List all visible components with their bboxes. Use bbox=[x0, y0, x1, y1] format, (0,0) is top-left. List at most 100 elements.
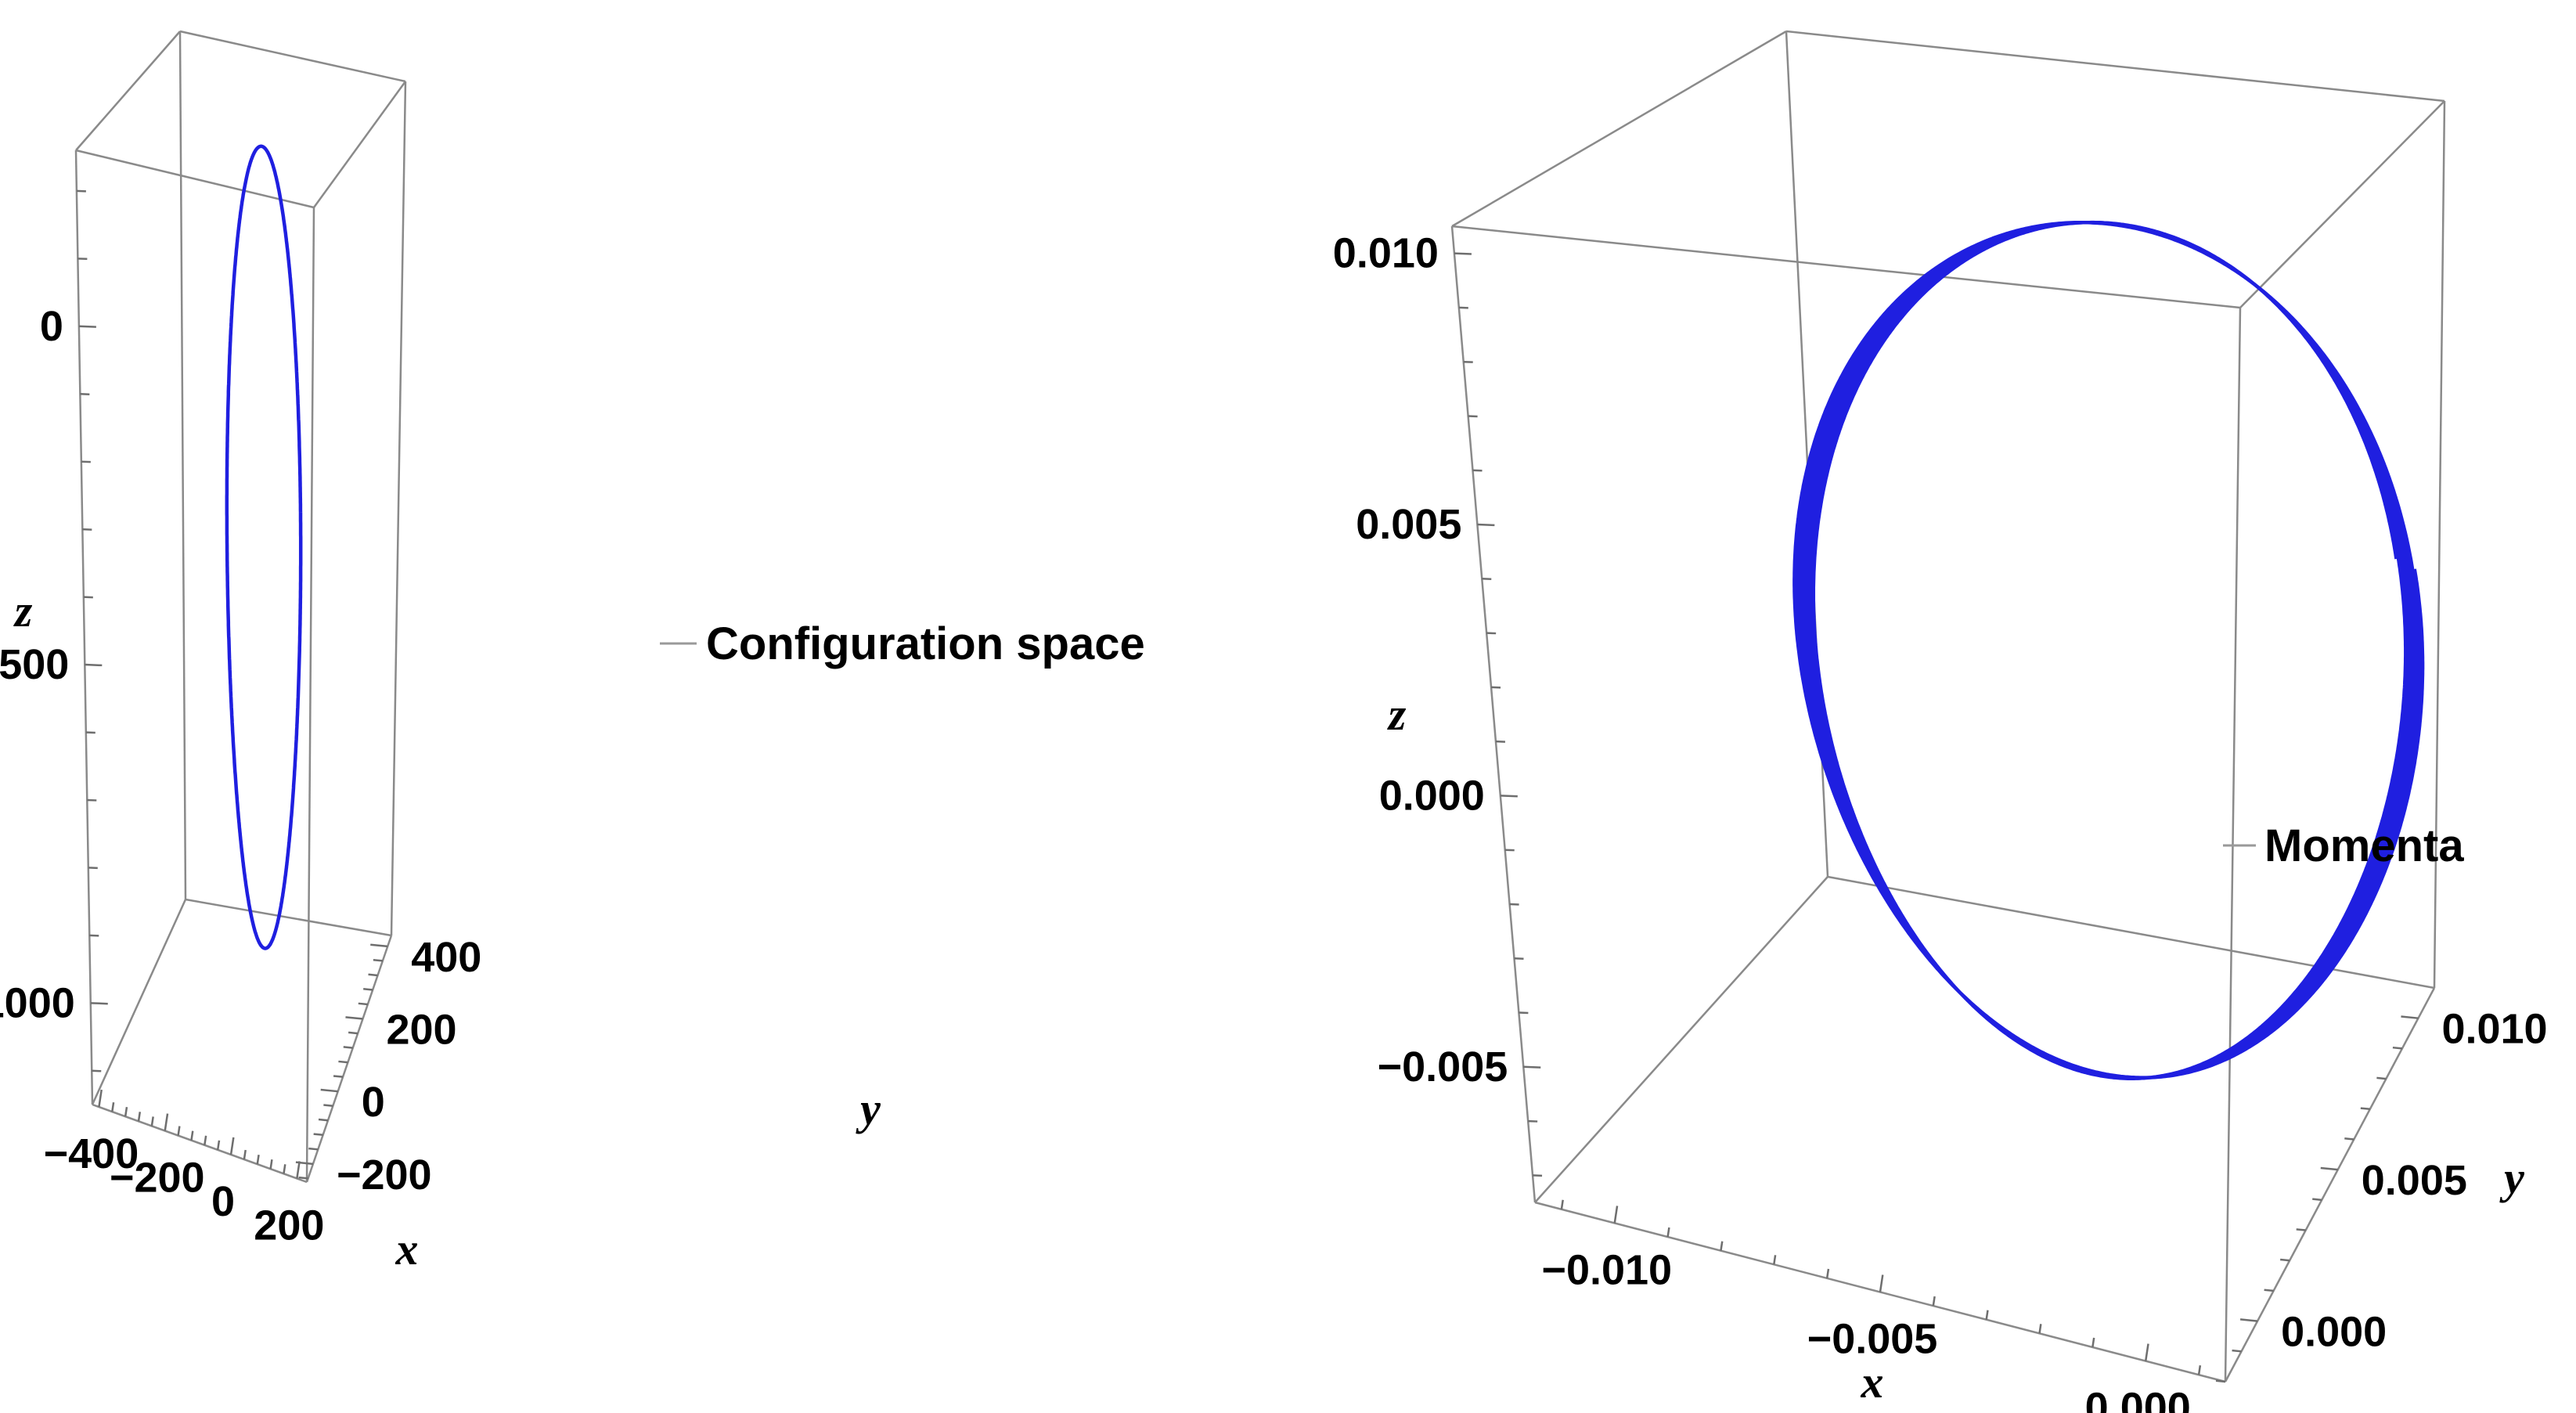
x-axis-label: x bbox=[395, 1224, 419, 1274]
x-tick-label: 200 bbox=[254, 1202, 324, 1249]
y-tick-label: 0.005 bbox=[2362, 1157, 2467, 1204]
y-minor-tick bbox=[2215, 1379, 2226, 1383]
x-major-tick bbox=[1613, 1206, 1619, 1224]
y-major-tick bbox=[2239, 1318, 2258, 1322]
y-minor-tick bbox=[318, 1118, 329, 1122]
y-major-tick bbox=[2320, 1166, 2338, 1171]
y-minor-tick bbox=[323, 1104, 333, 1107]
box-edge bbox=[390, 81, 407, 936]
x-major-tick bbox=[98, 1089, 103, 1108]
x-minor-tick bbox=[243, 1149, 247, 1160]
x-minor-tick bbox=[1720, 1241, 1724, 1251]
x-tick-label: 0.000 bbox=[2085, 1385, 2191, 1413]
z-tick-label: 0.010 bbox=[1333, 230, 1439, 277]
y-minor-tick bbox=[298, 1176, 308, 1180]
y-axis-label: y bbox=[856, 1083, 881, 1134]
box-edge bbox=[179, 30, 406, 83]
box-edge bbox=[1534, 876, 1828, 1203]
x-major-tick bbox=[164, 1113, 169, 1131]
x-tick-label: 0 bbox=[211, 1178, 235, 1225]
box-edge bbox=[2224, 987, 2436, 1382]
x-minor-tick bbox=[1825, 1268, 1830, 1279]
x-tick-label: −200 bbox=[110, 1155, 205, 1202]
y-minor-tick bbox=[2296, 1228, 2306, 1231]
y-major-tick bbox=[345, 1016, 363, 1020]
x-major-tick bbox=[1879, 1274, 1884, 1292]
plot-momenta: −0.005 0.000 0.005 0.010 −0.010 −0.005 0.000 0.… bbox=[1333, 30, 2548, 1413]
z-tick-label: 0.005 bbox=[1356, 501, 1461, 548]
box-edge bbox=[1785, 30, 2445, 103]
z-axis-label: z bbox=[13, 586, 33, 636]
box-edge bbox=[1451, 30, 1787, 228]
x-tick-label: −0.010 bbox=[1541, 1246, 1672, 1293]
x-minor-tick bbox=[269, 1159, 273, 1170]
y-minor-tick bbox=[2360, 1107, 2370, 1111]
x-minor-tick bbox=[256, 1154, 260, 1165]
x-major-tick bbox=[229, 1137, 235, 1155]
box-edge bbox=[2239, 100, 2445, 308]
z-tick-label: −1000 bbox=[0, 979, 75, 1026]
y-minor-tick bbox=[2392, 1046, 2403, 1050]
y-minor-tick bbox=[308, 1147, 319, 1151]
box-edge bbox=[178, 31, 187, 900]
box-edge bbox=[1450, 225, 1537, 1203]
y-tick-label: 0.000 bbox=[2281, 1309, 2387, 1356]
x-minor-tick bbox=[1560, 1199, 1564, 1209]
y-major-tick bbox=[295, 1161, 314, 1166]
x-minor-tick bbox=[216, 1140, 221, 1151]
series-curve bbox=[1792, 220, 2425, 1080]
z-axis-label: z bbox=[1387, 689, 1407, 740]
y-tick-label: −200 bbox=[337, 1152, 432, 1199]
series-callout-label: Configuration space bbox=[706, 618, 1145, 669]
x-minor-tick bbox=[111, 1101, 115, 1112]
y-major-tick bbox=[370, 943, 388, 948]
x-tick-label: −0.005 bbox=[1807, 1316, 1938, 1363]
y-tick-label: 400 bbox=[411, 934, 481, 981]
x-tick-label: −400 bbox=[44, 1130, 139, 1177]
x-minor-tick bbox=[137, 1112, 142, 1122]
z-major-tick bbox=[1500, 795, 1518, 798]
box-edge bbox=[92, 1103, 308, 1184]
y-minor-tick bbox=[2312, 1198, 2322, 1202]
y-minor-tick bbox=[2264, 1289, 2274, 1292]
y-tick-label: 0 bbox=[362, 1079, 385, 1126]
box-edge bbox=[305, 935, 393, 1183]
x-minor-tick bbox=[1985, 1310, 1989, 1320]
x-minor-tick bbox=[1932, 1296, 1936, 1307]
series-callout-label: Momenta bbox=[2264, 820, 2464, 871]
series-curve bbox=[225, 144, 303, 950]
box-edge bbox=[74, 150, 94, 1105]
y-tick-label: 200 bbox=[386, 1007, 456, 1054]
x-minor-tick bbox=[1666, 1227, 1670, 1238]
box-edge bbox=[1451, 225, 2241, 309]
box-edge bbox=[185, 898, 392, 937]
box-edge bbox=[75, 149, 315, 209]
y-minor-tick bbox=[2344, 1137, 2354, 1141]
z-tick-label: 0.000 bbox=[1379, 772, 1485, 819]
x-minor-tick bbox=[150, 1116, 154, 1126]
box-edge bbox=[75, 31, 181, 151]
z-tick-label: 0 bbox=[40, 303, 63, 350]
z-major-tick bbox=[90, 1002, 108, 1005]
box-edge bbox=[91, 899, 187, 1105]
y-minor-tick bbox=[2232, 1349, 2242, 1353]
x-minor-tick bbox=[190, 1130, 194, 1141]
z-major-tick bbox=[78, 325, 96, 328]
x-minor-tick bbox=[283, 1164, 286, 1174]
y-minor-tick bbox=[373, 958, 384, 962]
box-edge bbox=[312, 81, 407, 208]
z-tick-label: −0.005 bbox=[1378, 1044, 1508, 1090]
box-edge bbox=[2433, 100, 2446, 989]
y-major-tick bbox=[320, 1088, 338, 1093]
x-minor-tick bbox=[2038, 1324, 2042, 1334]
plot-configuration-space: −1000−5000−400−2000200−2000200400zxyConf… bbox=[0, 30, 1145, 1274]
x-minor-tick bbox=[1773, 1255, 1777, 1265]
x-major-tick bbox=[296, 1161, 301, 1179]
z-tick-label: −500 bbox=[0, 641, 69, 688]
x-minor-tick bbox=[204, 1135, 207, 1145]
z-major-tick bbox=[1523, 1065, 1541, 1069]
y-axis-label: y bbox=[2499, 1152, 2524, 1203]
x-major-tick bbox=[2144, 1343, 2149, 1361]
x-minor-tick bbox=[177, 1126, 181, 1136]
y-minor-tick bbox=[2376, 1076, 2387, 1080]
